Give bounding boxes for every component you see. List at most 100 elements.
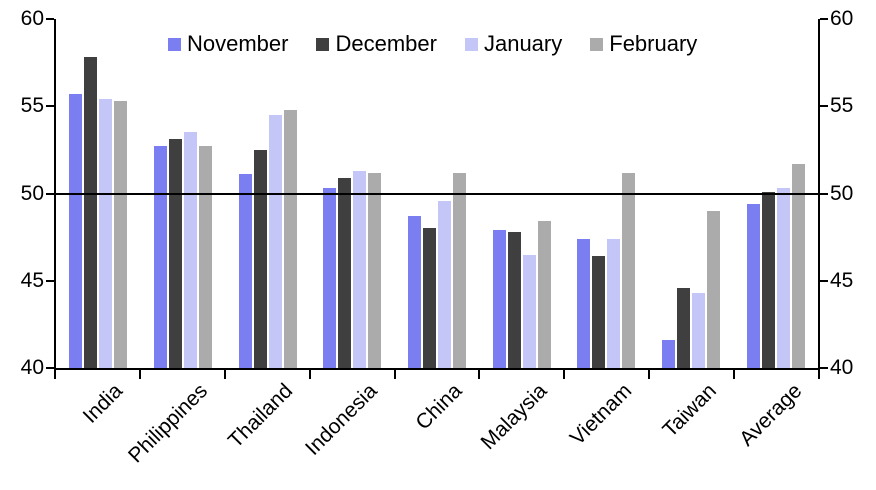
legend-label-november: November [187,31,289,56]
bar-december-thailand [253,149,267,368]
bar-group-indonesia [310,19,395,368]
bar-group-thailand [225,19,310,368]
x-label-malaysia: Malaysia [476,379,552,455]
bar-group-india [56,19,141,368]
bar-group-vietnam [564,19,649,368]
bar-february-china [453,172,467,368]
legend-swatch-january [464,37,478,51]
legend-item-january: January [464,31,563,57]
bar-february-thailand [283,109,297,368]
bar-january-thailand [268,115,282,368]
bar-february-india [114,101,128,368]
x-label-india: India [78,379,128,428]
y-label-right-55: 55 [830,94,854,118]
legend-swatch-november [168,37,181,51]
bar-february-philippines [199,146,212,368]
x-label-philippines: Philippines [123,379,212,468]
bar-november-average [746,204,760,368]
y-tick-left-55 [46,105,54,108]
bar-december-taiwan [677,287,691,368]
bar-january-china [438,200,452,368]
bar-november-thailand [238,174,252,368]
y-label-left-40: 40 [20,356,44,379]
y-tick-left-40 [46,367,54,369]
plot-area [56,19,818,368]
legend-swatch-december [316,37,330,51]
x-label-indonesia: Indonesia [301,379,382,460]
bar-february-indonesia [368,172,382,368]
y-label-right-60: 60 [830,7,854,30]
y-label-left-50: 50 [20,181,44,205]
legend-item-november: November [168,31,288,57]
bar-january-taiwan [692,293,706,368]
bar-january-india [99,99,113,368]
y-tick-right-45 [820,279,828,282]
x-axis-line [54,368,820,370]
bar-november-indonesia [323,188,337,368]
legend-label-december: December [335,31,437,56]
x-tick-8 [733,370,736,379]
bar-november-india [69,94,83,368]
bar-january-vietnam [607,238,621,368]
y-tick-right-55 [820,105,828,108]
bar-november-philippines [154,146,167,368]
legend-item-december: December [316,31,437,57]
y-axis-right-line [818,19,820,370]
bar-february-taiwan [707,211,721,368]
y-tick-left-50 [46,192,54,195]
bar-december-vietnam [592,256,606,368]
bar-january-indonesia [353,170,367,368]
x-label-thailand: Thailand [223,379,297,453]
y-label-left-60: 60 [20,7,44,30]
y-axis-left-line [54,19,56,370]
x-tick-3 [308,370,311,379]
x-label-average: Average [734,379,807,451]
bar-november-malaysia [492,230,506,368]
bar-group-taiwan [649,19,734,368]
bar-february-average [791,163,805,368]
bar-group-philippines [141,19,226,368]
bar-group-china [395,19,480,368]
x-tick-9 [818,370,820,379]
x-tick-5 [478,370,481,379]
y-tick-left-45 [46,279,54,282]
x-label-vietnam: Vietnam [565,379,637,450]
x-tick-6 [563,370,566,379]
bar-february-vietnam [622,172,636,368]
bar-december-india [84,57,98,368]
bar-december-indonesia [338,177,352,368]
y-tick-right-60 [820,18,828,20]
y-label-left-55: 55 [20,94,44,118]
x-tick-2 [223,370,226,379]
bar-february-malaysia [537,221,551,368]
bar-december-malaysia [507,231,521,368]
legend-item-february: February [590,31,697,57]
bar-january-average [776,188,790,368]
y-tick-right-40 [820,367,828,369]
y-label-left-45: 45 [20,268,44,292]
bar-group-malaysia [479,19,564,368]
legend: November December January February [168,31,697,57]
x-tick-0 [54,370,56,379]
x-tick-7 [648,370,651,379]
y-tick-right-50 [820,192,828,195]
bar-january-philippines [184,132,197,368]
bar-december-average [761,191,775,368]
bar-november-china [408,216,422,368]
legend-label-february: February [609,31,698,56]
y-label-right-50: 50 [830,181,854,205]
bar-november-taiwan [662,340,676,368]
x-label-china: China [411,379,467,435]
legend-swatch-february [590,37,604,51]
y-label-right-45: 45 [830,268,854,292]
legend-label-january: January [483,31,563,56]
x-tick-4 [393,370,396,379]
y-label-right-40: 40 [830,356,854,379]
x-label-taiwan: Taiwan [658,379,722,442]
x-tick-1 [138,370,141,379]
bar-november-vietnam [577,238,591,368]
bar-january-malaysia [522,254,536,368]
bar-group-average [733,19,818,368]
bar-december-china [423,228,437,368]
